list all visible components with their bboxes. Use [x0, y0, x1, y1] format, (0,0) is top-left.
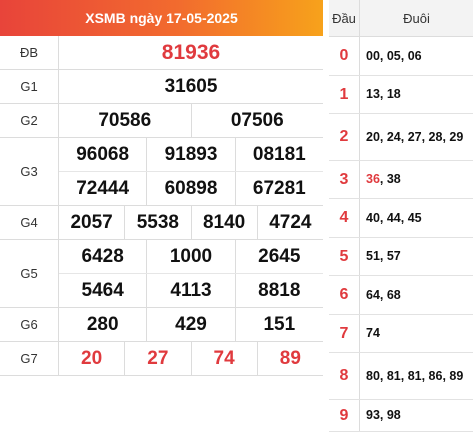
loto-dau: 9 [329, 400, 360, 431]
loto-row: 3 36, 38 [329, 161, 473, 199]
prize-rows: ĐB 81936 G1 31605 G2 70586 07506 G3 96068 91893 08… [0, 36, 323, 376]
prize-number: 5464 [81, 279, 124, 301]
prize-number: 8140 [190, 206, 257, 239]
prize-number: 4724 [256, 206, 323, 239]
prize-label: G4 [0, 206, 59, 239]
prize-number: 2645 [234, 240, 323, 273]
prize-row: G5 6428 1000 2645 5464 4113 8818 [0, 240, 323, 308]
loto-duoi-text: , 38 [379, 172, 401, 186]
results-table: XSMB ngày 17-05-2025 ĐB 81936 G1 31605 G2 705… [0, 0, 323, 376]
loto-row: 0 00, 05, 06 [329, 37, 473, 76]
loto-row: 8 80, 81, 81, 86, 89 [329, 353, 473, 400]
loto-dau: 3 [329, 161, 360, 198]
header-dau: Đầu [329, 0, 360, 36]
prize-label: ĐB [0, 36, 59, 69]
loto-duoi: 74 [360, 315, 473, 352]
loto-duoi: 80, 81, 81, 86, 89 [360, 353, 473, 399]
loto-dau: 5 [329, 238, 360, 275]
loto-row: 5 51, 57 [329, 238, 473, 276]
loto-duoi-text: 40, 44, 45 [366, 210, 422, 225]
prize-number: 67281 [234, 172, 323, 205]
loto-duoi: 13, 18 [360, 76, 473, 113]
loto-row: 6 64, 68 [329, 276, 473, 315]
prize-number: 08181 [234, 138, 323, 171]
prize-number: 74 [190, 342, 257, 375]
loto-duoi-text: 00, 05, 06 [366, 48, 422, 63]
loto-duoi: 40, 44, 45 [360, 199, 473, 237]
prize-number: 60898 [146, 172, 234, 205]
prize-label: G3 [0, 138, 59, 205]
loto-duoi-text: 64, 68 [366, 287, 401, 302]
prize-row: G3 96068 91893 08181 72444 60898 67281 [0, 138, 323, 206]
prize-number: 429 [146, 308, 234, 341]
prize-label: G5 [0, 240, 59, 307]
prize-number: 4113 [146, 274, 234, 307]
loto-duoi-text: 20, 24, 27, 28, 29 [366, 129, 464, 144]
loto-duoi: 00, 05, 06 [360, 37, 473, 75]
prize-number: 20 [81, 347, 103, 369]
loto-dau: 2 [329, 114, 360, 160]
loto-dau: 1 [329, 76, 360, 113]
loto-row: 4 40, 44, 45 [329, 199, 473, 238]
header-duoi: Đuôi [403, 10, 430, 26]
prize-row: G7 20 27 74 89 [0, 342, 323, 376]
loto-dau: 8 [329, 353, 360, 399]
prize-row: G4 2057 5538 8140 4724 [0, 206, 323, 240]
divider [323, 0, 329, 421]
loto-duoi: 51, 57 [360, 238, 473, 275]
prize-number: 1000 [146, 240, 234, 273]
loto-row: 7 74 [329, 315, 473, 353]
prize-number: 2057 [70, 211, 113, 233]
results-title: XSMB ngày 17-05-2025 [0, 0, 323, 36]
loto-row: 9 93, 98 [329, 400, 473, 432]
loto-duoi-text: 51, 57 [366, 249, 401, 263]
prize-number: 89 [256, 342, 323, 375]
prize-number: 27 [124, 342, 190, 375]
prize-row: ĐB 81936 [0, 36, 323, 70]
loto-duoi: 64, 68 [360, 276, 473, 314]
loto-duoi: 93, 98 [360, 400, 473, 431]
prize-label: G1 [0, 70, 59, 103]
prize-row: G1 31605 [0, 70, 323, 104]
loto-row: 2 20, 24, 27, 28, 29 [329, 114, 473, 161]
loto-duoi-text: 74 [366, 326, 380, 340]
prize-number: 81936 [161, 40, 221, 64]
loto-dau: 4 [329, 199, 360, 237]
prize-label: G7 [0, 342, 59, 375]
prize-number: 31605 [164, 75, 218, 97]
prize-row: G6 280 429 151 [0, 308, 323, 342]
loto-table: Đầu Đuôi 0 00, 05, 06 1 13, 18 2 20, 24, 27, … [329, 0, 473, 432]
loto-duoi: 36, 38 [360, 161, 473, 198]
prize-label: G6 [0, 308, 59, 341]
prize-number: 72444 [76, 177, 130, 199]
prize-number: 280 [86, 313, 119, 335]
prize-number: 70586 [98, 109, 152, 131]
loto-duoi-text: 80, 81, 81, 86, 89 [366, 368, 464, 383]
loto-duoi-text: 13, 18 [366, 87, 401, 101]
loto-duoi-text: 36 [366, 172, 380, 186]
prize-number: 151 [234, 308, 323, 341]
prize-number: 91893 [146, 138, 234, 171]
loto-dau: 0 [329, 37, 360, 75]
prize-number: 6428 [81, 245, 124, 267]
loto-dau: 6 [329, 276, 360, 314]
prize-number: 07506 [190, 104, 324, 137]
prize-number: 5538 [124, 206, 190, 239]
prize-row: G2 70586 07506 [0, 104, 323, 138]
prize-label: G2 [0, 104, 59, 137]
prize-number: 8818 [234, 274, 323, 307]
loto-rows: 0 00, 05, 06 1 13, 18 2 20, 24, 27, 28, 29 3 36… [329, 37, 473, 432]
loto-row: 1 13, 18 [329, 76, 473, 114]
loto-duoi: 20, 24, 27, 28, 29 [360, 114, 473, 160]
prize-number: 96068 [76, 143, 130, 165]
loto-duoi-text: 93, 98 [366, 408, 401, 422]
loto-header: Đầu Đuôi [329, 0, 473, 37]
loto-dau: 7 [329, 315, 360, 352]
